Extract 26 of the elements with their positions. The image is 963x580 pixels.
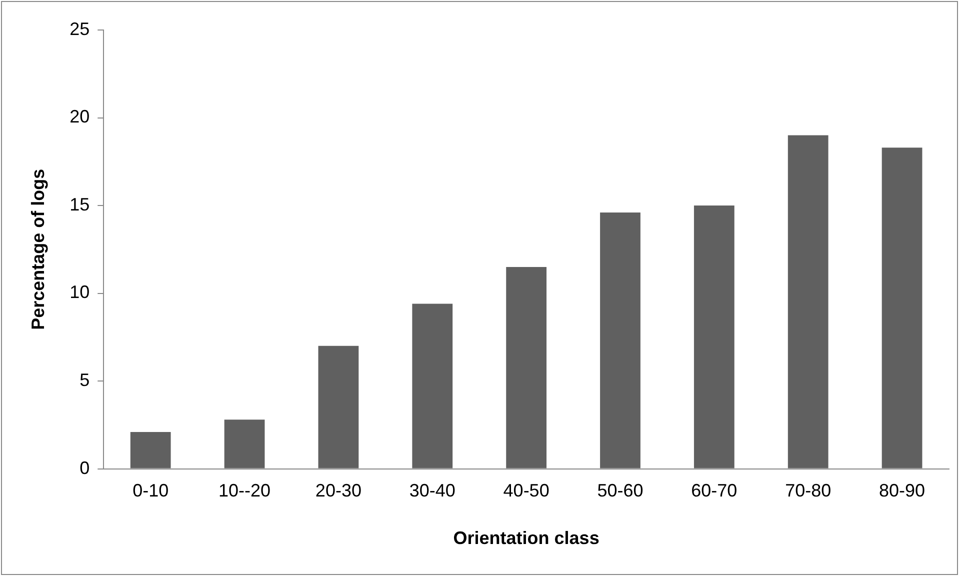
bar xyxy=(130,432,171,468)
bar xyxy=(412,304,453,468)
x-tick-label: 80-90 xyxy=(879,480,926,501)
x-tick-label: 70-80 xyxy=(785,480,832,501)
bar xyxy=(600,212,640,468)
y-tick-label: 20 xyxy=(70,106,90,127)
x-tick-label: 20-30 xyxy=(315,480,362,501)
y-tick-label: 0 xyxy=(80,458,90,478)
bar xyxy=(318,346,359,468)
x-tick-label: 30-40 xyxy=(409,480,456,501)
y-tick-label: 15 xyxy=(70,194,90,214)
x-tick-label: 10--20 xyxy=(218,480,271,501)
x-tick-label: 0-10 xyxy=(132,480,169,501)
bar xyxy=(506,266,547,468)
bar xyxy=(788,135,828,468)
bar xyxy=(882,148,922,468)
y-tick-label: 25 xyxy=(70,18,90,39)
x-tick-label: 40-50 xyxy=(503,480,550,501)
x-tick-label: 50-60 xyxy=(597,480,644,501)
y-axis-title: Percentage of logs xyxy=(28,168,48,330)
bar xyxy=(224,420,265,468)
y-tick-label: 5 xyxy=(80,370,90,390)
bar xyxy=(694,206,734,468)
x-tick-label: 60-70 xyxy=(691,480,738,501)
y-tick-label: 10 xyxy=(70,282,90,302)
x-axis-title: Orientation class xyxy=(453,528,600,548)
